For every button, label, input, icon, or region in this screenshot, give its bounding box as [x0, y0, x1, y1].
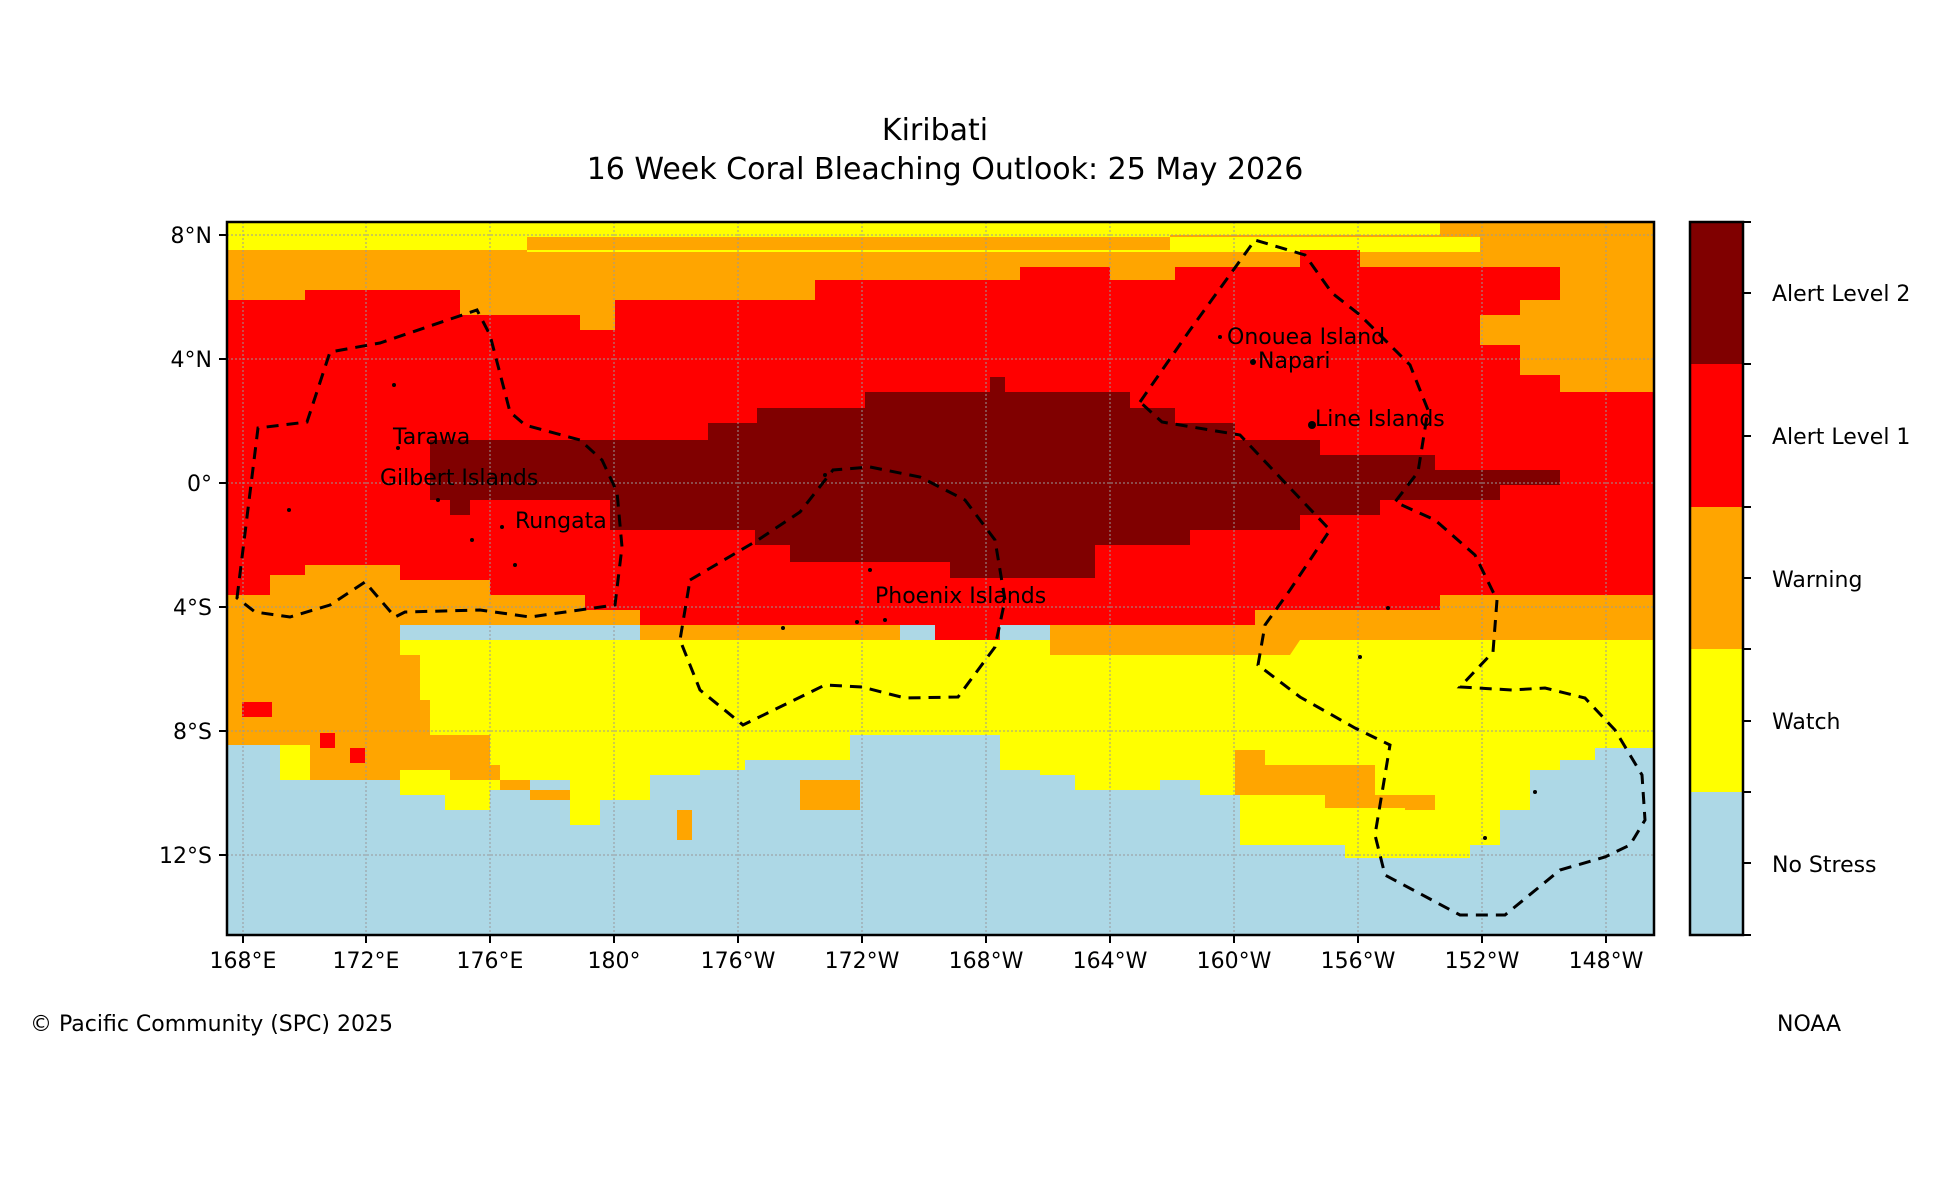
- label-phoenix-islands: Phoenix Islands: [875, 584, 1046, 609]
- island-marker: [436, 498, 440, 502]
- zone-warning-cell: [677, 810, 692, 840]
- map-subtitle: 16 Week Coral Bleaching Outlook: 25 May …: [587, 152, 1304, 187]
- graticule: [227, 222, 1654, 935]
- lat-tick-label: 4°S: [173, 596, 212, 621]
- island-marker: [396, 446, 400, 450]
- lon-ticks: [242, 935, 1607, 943]
- lat-tick-label: 8°S: [173, 720, 212, 745]
- island-marker: [1483, 836, 1487, 840]
- label-onouea-island: Onouea Island: [1227, 325, 1385, 350]
- island-marker: [855, 620, 859, 624]
- island-markers: [287, 335, 1537, 840]
- lon-tick-label: 172°E: [333, 949, 400, 974]
- island-marker: [1308, 421, 1316, 429]
- colorbar-alert-2: [1690, 222, 1743, 364]
- lon-tick-label: 168°E: [210, 949, 277, 974]
- island-marker: [868, 568, 872, 572]
- colorbar: Alert Level 2 Alert Level 1 Warning Watc…: [1688, 220, 1910, 937]
- colorbar-warning: [1690, 507, 1743, 649]
- zone-warning-se: [1235, 750, 1405, 808]
- lon-tick-label: 156°W: [1321, 949, 1396, 974]
- zone-alert-1-cell: [350, 748, 365, 763]
- lon-tick-label: 160°W: [1197, 949, 1272, 974]
- gilbert-eez: [235, 308, 624, 619]
- island-marker: [1218, 335, 1222, 339]
- zone-alert-1-cell: [320, 733, 335, 748]
- colorbar-label-alert-2: Alert Level 2: [1772, 282, 1910, 307]
- lon-tick-label: 180°: [588, 949, 641, 974]
- lon-tick-label: 176°E: [457, 949, 524, 974]
- colorbar-label-alert-1: Alert Level 1: [1772, 425, 1910, 450]
- zone-alert-1-cell: [242, 702, 272, 717]
- zone-alert-2: [430, 377, 1560, 578]
- credit-spc: © Pacific Community (SPC) 2025: [30, 1012, 393, 1037]
- credit-noaa: NOAA: [1777, 1012, 1841, 1037]
- lat-tick-label: 0°: [187, 472, 212, 497]
- island-marker: [823, 473, 827, 477]
- island-marker: [392, 383, 396, 387]
- lon-tick-label: 168°W: [949, 949, 1024, 974]
- island-marker: [883, 618, 887, 622]
- island-marker: [1386, 606, 1390, 610]
- lon-tick-label: 176°W: [701, 949, 776, 974]
- lon-tick-label: 164°W: [1073, 949, 1148, 974]
- island-marker: [500, 525, 504, 529]
- stress-field: [227, 222, 1654, 935]
- lon-tick-label: 148°W: [1569, 949, 1644, 974]
- island-marker: [781, 626, 785, 630]
- colorbar-label-watch: Watch: [1772, 710, 1841, 735]
- lat-tick-label: 12°S: [159, 844, 212, 869]
- label-gilbert-islands: Gilbert Islands: [380, 466, 538, 491]
- map-frame: [225, 220, 1656, 937]
- colorbar-label-warning: Warning: [1772, 568, 1862, 593]
- colorbar-label-no-stress: No Stress: [1772, 853, 1877, 878]
- eez-boundaries: [235, 238, 1647, 917]
- label-napari: Napari: [1258, 349, 1331, 374]
- island-marker: [1250, 359, 1256, 365]
- colorbar-watch: [1690, 649, 1743, 792]
- lon-tick-label: 152°W: [1445, 949, 1520, 974]
- zone-warning-cell: [800, 780, 860, 810]
- lat-tick-label: 4°N: [171, 348, 212, 373]
- lat-ticks: [219, 234, 227, 856]
- island-marker: [287, 508, 291, 512]
- lon-tick-label: 172°W: [825, 949, 900, 974]
- colorbar-no-stress: [1690, 792, 1743, 935]
- island-marker: [470, 538, 474, 542]
- zone-warning-cell: [1405, 795, 1435, 810]
- zone-warning-sw: [227, 640, 570, 800]
- map-title: Kiribati: [882, 113, 988, 148]
- label-rungata: Rungata: [515, 509, 607, 534]
- island-marker: [1533, 790, 1537, 794]
- island-marker: [1358, 655, 1362, 659]
- line-eez: [1138, 238, 1647, 917]
- island-marker: [513, 563, 517, 567]
- label-tarawa: Tarawa: [392, 425, 470, 450]
- lat-tick-label: 8°N: [171, 224, 212, 249]
- label-line-islands: Line Islands: [1315, 407, 1445, 432]
- colorbar-alert-1: [1690, 364, 1743, 507]
